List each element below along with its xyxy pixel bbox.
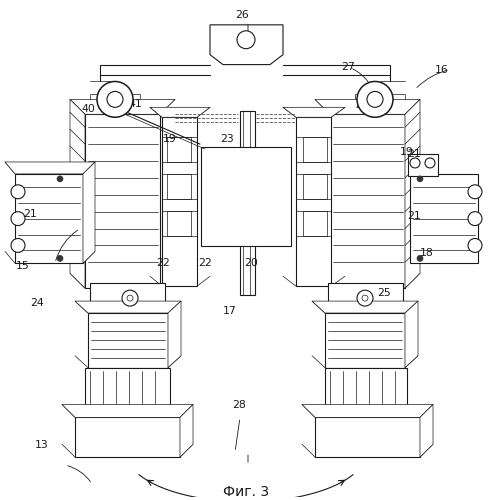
Polygon shape [312, 301, 418, 313]
Text: 23: 23 [220, 134, 234, 144]
Bar [303, 174, 327, 199]
Polygon shape [62, 404, 193, 417]
Text: 24: 24 [30, 298, 44, 308]
Bar [162, 118, 197, 286]
Text: 27: 27 [341, 62, 354, 72]
Bar [355, 94, 405, 119]
Circle shape [425, 158, 435, 168]
Text: 20: 20 [245, 258, 258, 268]
Circle shape [468, 185, 482, 198]
Text: 21: 21 [23, 208, 36, 218]
Circle shape [367, 92, 383, 108]
Polygon shape [150, 108, 210, 118]
Text: Фиг. 3: Фиг. 3 [223, 485, 270, 499]
Bar [201, 147, 291, 246]
Bar [167, 210, 191, 236]
Circle shape [468, 238, 482, 252]
Circle shape [410, 158, 420, 168]
Polygon shape [5, 162, 95, 174]
Polygon shape [75, 301, 181, 313]
Text: 25: 25 [378, 288, 391, 298]
Polygon shape [83, 162, 95, 264]
Bar [90, 283, 165, 313]
Circle shape [417, 176, 423, 182]
Circle shape [11, 238, 25, 252]
Bar [90, 94, 140, 119]
Bar [325, 313, 405, 368]
Text: 16: 16 [434, 64, 448, 74]
Bar [303, 137, 327, 162]
Text: 21: 21 [407, 149, 421, 159]
Bar [296, 118, 331, 286]
Polygon shape [210, 25, 283, 64]
Text: 13: 13 [35, 440, 49, 450]
Text: 40: 40 [82, 104, 96, 115]
Text: 15: 15 [15, 261, 29, 271]
Polygon shape [315, 100, 420, 114]
Polygon shape [70, 100, 175, 114]
Bar [75, 418, 180, 457]
Bar [167, 137, 191, 162]
Circle shape [362, 295, 368, 301]
Polygon shape [283, 108, 345, 118]
Bar [85, 368, 170, 418]
Bar [85, 114, 160, 288]
Circle shape [107, 92, 123, 108]
Circle shape [127, 295, 133, 301]
Bar [408, 154, 438, 176]
Text: 17: 17 [222, 306, 236, 316]
Text: 22: 22 [198, 258, 211, 268]
Text: 18: 18 [420, 248, 433, 258]
Polygon shape [180, 404, 193, 457]
Polygon shape [420, 404, 433, 457]
Circle shape [468, 212, 482, 226]
Bar [325, 368, 407, 418]
Text: 22: 22 [156, 258, 170, 268]
Circle shape [357, 290, 373, 306]
Circle shape [237, 31, 255, 48]
Text: 21: 21 [407, 211, 421, 221]
Text: 26: 26 [235, 10, 248, 20]
Bar [303, 210, 327, 236]
Circle shape [122, 290, 138, 306]
Bar [330, 114, 405, 288]
Bar [328, 283, 403, 313]
Bar [315, 418, 420, 457]
Circle shape [57, 256, 63, 262]
Bar [410, 174, 478, 264]
Circle shape [417, 256, 423, 262]
Text: 41: 41 [129, 100, 142, 110]
Circle shape [11, 212, 25, 226]
Polygon shape [405, 301, 418, 368]
Polygon shape [405, 100, 420, 288]
Circle shape [97, 82, 133, 118]
Bar [240, 112, 255, 295]
Text: 19: 19 [163, 134, 177, 144]
Polygon shape [302, 404, 433, 417]
Circle shape [11, 185, 25, 198]
Text: 19: 19 [400, 146, 414, 156]
Bar [88, 313, 168, 368]
Text: 28: 28 [232, 400, 246, 410]
Polygon shape [168, 301, 181, 368]
Circle shape [357, 82, 393, 118]
Text: 40: 40 [355, 102, 369, 112]
Circle shape [57, 176, 63, 182]
Bar [15, 174, 83, 264]
Bar [167, 174, 191, 199]
Polygon shape [70, 100, 85, 288]
